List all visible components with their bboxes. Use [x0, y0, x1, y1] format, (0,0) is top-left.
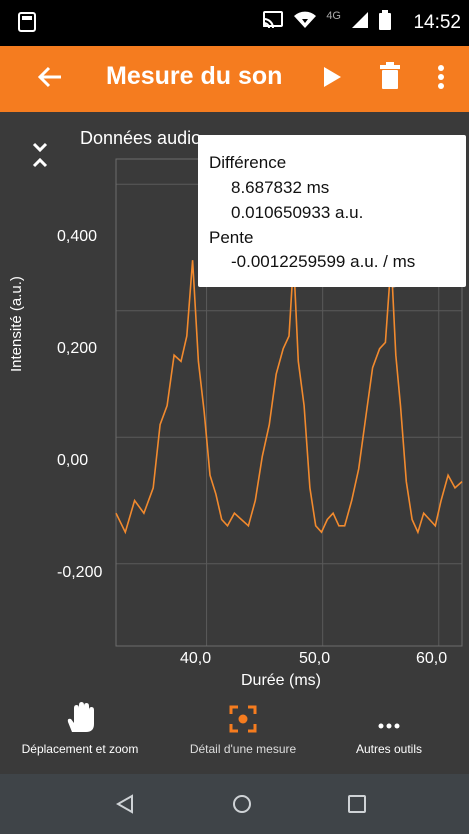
x-axis-label: Durée (ms) [241, 672, 322, 689]
nav-home-icon[interactable] [232, 794, 252, 814]
y-tick-label: 0,00 [57, 452, 89, 469]
battery-icon [379, 10, 391, 30]
x-tick-label: 60,0 [416, 650, 448, 667]
signal-icon [352, 12, 368, 28]
measure-tooltip: Différence 8.687832 ms 0.010650933 a.u. … [198, 135, 466, 287]
network-type: 4G [326, 10, 341, 22]
collapse-icon[interactable] [30, 142, 50, 168]
y-tick-label: 0,400 [57, 228, 98, 245]
audio-waveform-line [115, 260, 463, 535]
x-tick-label: 40,0 [180, 650, 212, 667]
cast-icon [263, 11, 284, 29]
status-bar: 4G 14:52 [0, 0, 469, 46]
delete-icon[interactable] [380, 62, 400, 90]
tool-label: Détail d'une mesure [189, 742, 297, 756]
y-tick-label: -0,200 [57, 564, 103, 581]
status-time: 14:52 [413, 12, 461, 33]
wifi-icon [294, 11, 317, 28]
nav-recents-icon[interactable] [348, 795, 366, 813]
play-icon[interactable] [322, 66, 342, 88]
page-title: Mesure du son [106, 62, 283, 90]
graph-title: Données audio [80, 128, 202, 148]
y-tick-label: 0,200 [57, 340, 98, 357]
tool-pan-zoom[interactable]: Déplacement et zoom [0, 702, 160, 772]
hand-icon [67, 702, 94, 732]
tooltip-slope: -0.0012259599 a.u. / ms [231, 252, 416, 271]
tooltip-dx: 8.687832 ms [231, 178, 330, 197]
tools-bar: Déplacement et zoom Détail d'une mesure … [0, 696, 469, 774]
tool-measure-detail[interactable]: Détail d'une mesure [168, 702, 318, 772]
tool-other[interactable]: Autres outils [326, 702, 452, 772]
more-vertical-icon[interactable] [437, 64, 445, 90]
system-nav-bar [0, 774, 469, 834]
nav-back-icon[interactable] [116, 794, 134, 814]
target-icon [229, 705, 257, 733]
back-arrow-icon[interactable] [36, 63, 64, 91]
tooltip-slope-heading: Pente [209, 228, 254, 247]
status-icons: 4G [262, 10, 391, 30]
tooltip-heading: Différence [209, 153, 287, 172]
tooltip-dy: 0.010650933 a.u. [231, 203, 364, 222]
notification-icon [18, 12, 36, 32]
x-tick-label: 50,0 [299, 650, 331, 667]
tool-label: Déplacement et zoom [21, 742, 139, 756]
y-axis-label: Intensité (a.u.) [8, 276, 25, 372]
app-bar: Mesure du son [0, 46, 469, 112]
more-horizontal-icon [378, 723, 400, 729]
tool-label: Autres outils [355, 742, 423, 756]
